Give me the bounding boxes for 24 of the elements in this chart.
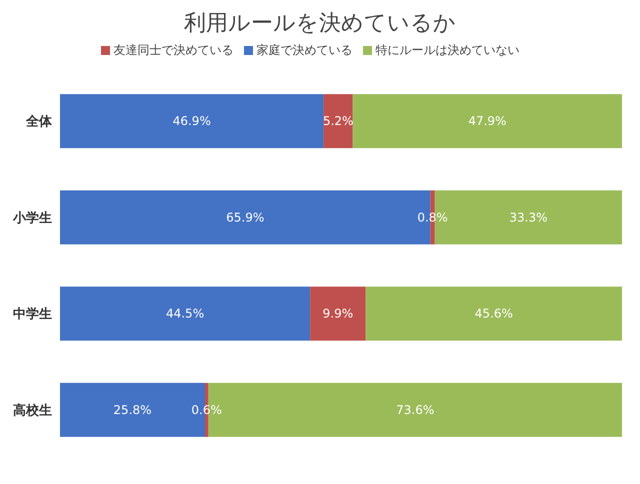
data-label: 25.8% [113,402,152,417]
bar [60,286,310,341]
y-tick-label: 中学生 [13,307,52,322]
legend-label: 家庭で決めている [256,43,352,57]
data-label: 65.9% [226,210,264,224]
data-label: 45.6% [474,306,513,321]
legend-label: 特にルールは決めていない [376,43,520,57]
data-label: 5.2% [322,114,354,128]
data-label: 73.6% [396,402,434,417]
y-tick-label: 全体 [25,114,53,130]
legend-label: 友達同士で決めている [114,43,234,57]
bar [352,94,622,148]
y-tick-label: 高校生 [13,402,52,418]
bar [366,286,622,341]
y-tick-label: 小学生 [12,210,52,226]
bar [324,94,353,148]
data-label: 46.9% [172,114,211,128]
data-label: 47.9% [468,114,506,128]
data-label: 44.5% [166,306,204,321]
data-label: 33.3% [509,210,548,224]
chart-title: 利用ルールを決めているか [183,10,457,38]
bar [60,94,324,148]
data-label: 9.9% [322,306,354,321]
bar [310,286,366,341]
